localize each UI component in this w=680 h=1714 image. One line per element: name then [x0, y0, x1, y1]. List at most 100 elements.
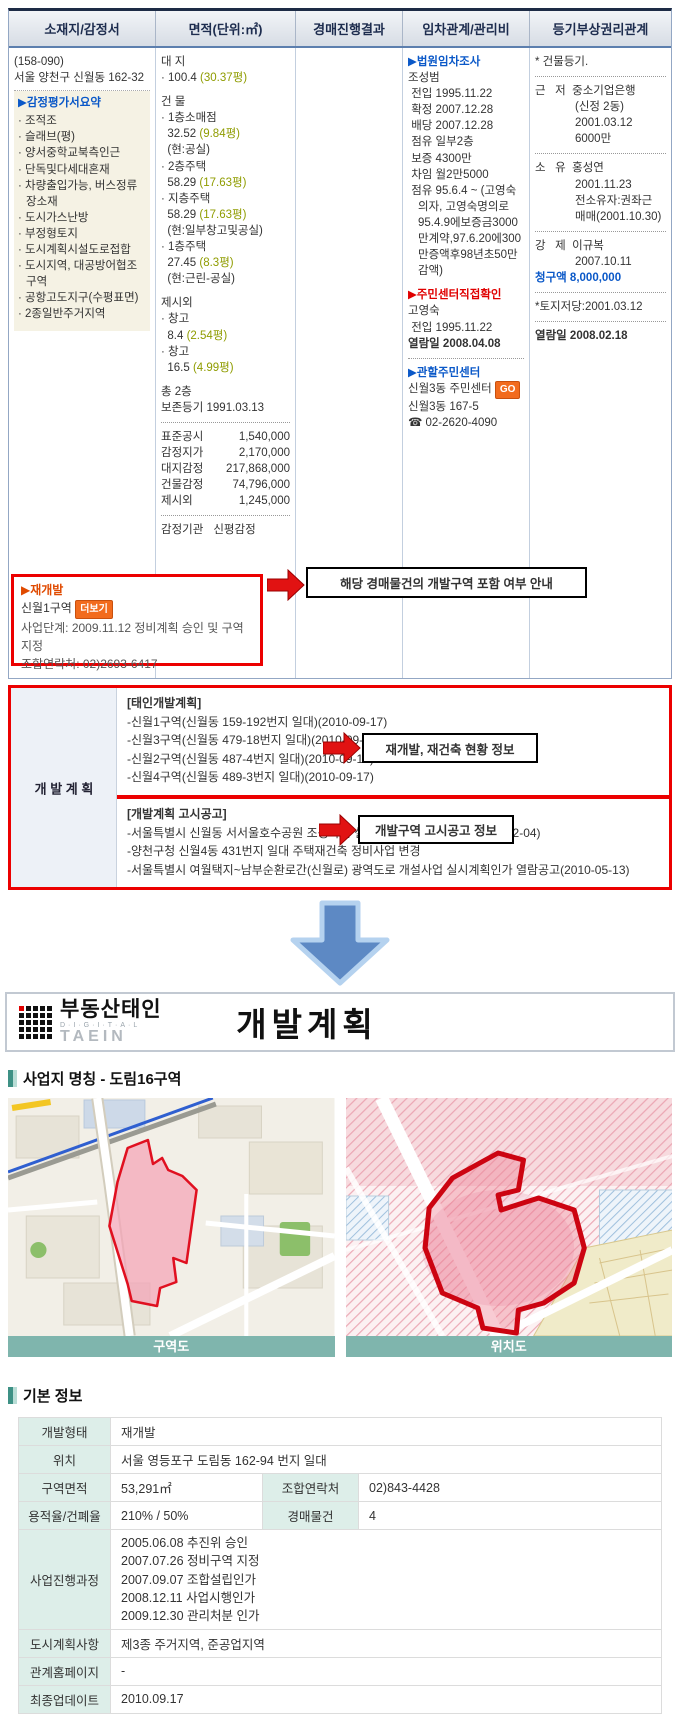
more-button[interactable]: 더보기 — [75, 600, 113, 619]
logo-dot — [33, 1033, 38, 1039]
zone-name: 신월1구역 — [21, 601, 72, 615]
price-value: 217,868,000 — [226, 463, 290, 476]
dotted-divider — [535, 292, 666, 294]
site-name-title: 사업지 명칭 - 도림16구역 — [23, 1071, 182, 1089]
text-line: 32.52 (9.84평) — [161, 126, 290, 142]
info-label: 구역면적 — [18, 1473, 111, 1503]
text-line: 차임 월2만5000 — [408, 167, 524, 183]
line-text: * 건물등기. — [535, 56, 589, 68]
text-line: 제시외 — [161, 295, 290, 311]
text-line: 2001.11.23 — [535, 177, 666, 193]
text-line: 2001.03.12 — [535, 115, 666, 131]
text-line: 열람일 2008.02.18 — [535, 328, 666, 344]
taein-dev-plan-title: [태인개발계획] — [127, 696, 202, 710]
appraisal-summary-item: 부정형토지 — [18, 226, 146, 242]
text-line: 전입 1995.11.22 — [408, 320, 524, 336]
text-line: 고영숙 — [408, 303, 524, 319]
line-text: 배당 2007.12.28 — [408, 120, 494, 133]
logo-dot — [33, 1026, 38, 1032]
logo-dot — [40, 1026, 45, 1032]
text-line: 보존등기 1991.03.13 — [161, 400, 290, 416]
brand-taein-text: TAEIN — [60, 1028, 127, 1046]
text-line: (신정 2동) — [535, 99, 666, 115]
go-button[interactable]: GO — [494, 380, 521, 399]
taein-logo-dots-icon — [19, 1005, 52, 1039]
line-text: 건 물 — [161, 96, 186, 109]
info-value: 4 — [358, 1501, 662, 1531]
agency-value: 신평감정 — [213, 524, 256, 537]
line-text: 점유 일부2층 — [408, 136, 474, 149]
line-text: ▶법원임차조사 — [408, 56, 481, 68]
brand-name: 부동산태인 — [60, 998, 162, 1022]
logo-dot — [19, 1012, 24, 1018]
info-label: 관계홈페이지 — [18, 1656, 111, 1686]
price-label: 표준공시 — [161, 430, 204, 443]
logo-dot — [26, 1033, 31, 1039]
column-header-registry: 등기부상권리관계 — [552, 22, 649, 37]
appraisal-summary-item: 2종일반주거지역 — [18, 306, 146, 322]
dotted-divider — [535, 76, 666, 78]
logo-dot — [19, 1005, 24, 1011]
line-text: · 창고 — [161, 345, 190, 358]
taein-banner: 부동산태인 D·I·G·I·T·A·L TAEIN 개발계획 — [5, 992, 675, 1053]
text-line: 6000만 — [535, 131, 666, 147]
line-text: 열람일 2008.04.08 — [408, 337, 501, 350]
appraisal-summary-item: 조적조 — [18, 113, 146, 129]
teal-bar-icon — [8, 1070, 17, 1088]
text-line: (현:공실) — [161, 142, 290, 158]
area-column-lines: 대 지 · 100.4 (30.37평) 건 물 · 1층소매점 32.52 (9.8… — [161, 54, 290, 416]
price-row: 감정지가 2,170,000 — [161, 445, 290, 461]
logo-dot — [33, 1005, 38, 1011]
teal-bar-icon — [8, 1387, 17, 1405]
section-transition — [0, 900, 680, 986]
line-text: · 창고 — [161, 313, 190, 326]
text-line: 16.5 (4.99평) — [161, 360, 290, 376]
pyeong-value: (30.37평) — [200, 72, 248, 85]
pyeong-value: (8.3평) — [199, 257, 234, 270]
basic-info-header: 기본 정보 — [8, 1385, 680, 1406]
line-text: · 1층주택 — [161, 241, 207, 254]
line-text: 보존등기 1991.03.13 — [161, 401, 265, 414]
basic-info-body: 개발형태 재개발 위치 서울 영등포구 도림동 162-94 번지 일대 구역면적 53,… — [18, 1417, 662, 1714]
logo-dot — [47, 1012, 52, 1018]
logo-dot — [47, 1019, 52, 1025]
info-label: 용적율/건폐율 — [18, 1501, 111, 1531]
blue-down-arrow-icon — [290, 900, 390, 986]
district-map-image — [8, 1098, 335, 1337]
location-map-card: 위치도 — [345, 1098, 672, 1358]
appraisal-summary-item: 차량출입가능, 버스정류장소재 — [18, 178, 146, 210]
line-text: ▶주민센터직접확인 — [408, 289, 502, 302]
auction-summary-table: 소재지/감정서 면적(단위:㎡) 경매진행결과 임차관계/관리비 등기부상권리관… — [8, 8, 672, 679]
text-line: ▶주민센터직접확인 — [408, 287, 524, 303]
dev-plan-label-cell — [11, 688, 117, 888]
dotted-divider — [535, 153, 666, 155]
dev-plan-label: 개 발 계 획 — [34, 781, 94, 797]
line-text: 8.4 — [161, 329, 187, 342]
divider — [14, 90, 150, 92]
text-line: 점유 일부2층 — [408, 134, 524, 150]
line-text: · 1층소매점 — [161, 112, 217, 125]
price-row: 건물감정 74,796,000 — [161, 477, 290, 493]
logo-dot — [40, 1019, 45, 1025]
line-text: 점유 95.6.4 ~ (고영숙의자, 고영숙명의로95.4.9에보증금3000… — [408, 184, 522, 278]
line-text: (현:근린-공실) — [161, 273, 235, 286]
price-row: 제시외 1,245,000 — [161, 493, 290, 509]
tenant-column-lines: ▶법원임차조사 조성범 전입 1995.11.22 확정 2007.12.28 배… — [408, 54, 524, 431]
dotted-divider — [161, 421, 290, 423]
text-line: * 건물등기. — [535, 54, 666, 70]
text-line: 근 저 중소기업은행 — [535, 83, 666, 99]
info-value: 서울 영등포구 도림동 162-94 번지 일대 — [110, 1445, 662, 1475]
text-line: 조성범 — [408, 70, 524, 86]
text-line: · 2층주택 — [161, 159, 290, 175]
logo-dot — [19, 1026, 24, 1032]
line-text: 2001.11.23 — [575, 178, 632, 191]
line-text: 58.29 — [161, 208, 200, 221]
text-line: 총 2층 — [161, 384, 290, 400]
logo-dot — [33, 1012, 38, 1018]
column-header-progress: 경매진행결과 — [296, 11, 403, 46]
postal-code: (158-090) — [14, 56, 64, 68]
text-line: 매매(2001.10.30) — [535, 209, 666, 225]
line-text: 매매(2001.10.30) — [575, 210, 662, 223]
development-plan-table: [태인개발계획] -신월1구역(신월동 159-192번지 일대)(2010-0… — [8, 685, 672, 891]
logo-dot — [26, 1019, 31, 1025]
